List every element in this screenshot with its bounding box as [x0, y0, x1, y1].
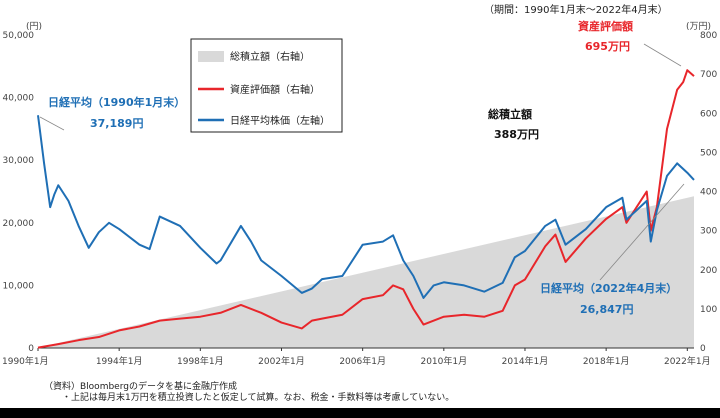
right-tick-label: 400 — [700, 188, 717, 198]
x-tick-label: 2010年1月 — [420, 355, 467, 367]
source-note: （資料）Bloombergのデータを基に金融庁作成 — [44, 382, 237, 392]
right-tick-label: 700 — [700, 70, 717, 80]
annotation-nikkei-end-value: 26,847円 — [580, 303, 633, 316]
left-tick-label: 30,000 — [3, 156, 35, 166]
right-tick-label: 100 — [700, 305, 717, 315]
right-tick-label: 0 — [700, 344, 706, 354]
legend-label-total: 総積立額（右軸） — [230, 50, 310, 63]
annotation-nikkei-start-value: 37,189円 — [90, 117, 143, 130]
assumption-note: ・上記は毎月末1万円を積立投資したと仮定して試算。なお、税金・手数料等は考慮して… — [62, 393, 455, 403]
left-axis-unit: (円) — [26, 21, 42, 32]
annotation-total-label: 総積立額 — [488, 107, 532, 121]
notes: （資料）Bloombergのデータを基に金融庁作成 ・上記は毎月末1万円を積立投… — [44, 382, 454, 404]
annotation-asset-value: 695万円 — [585, 40, 630, 53]
annotation-asset-label: 資産評価額 — [578, 19, 633, 33]
legend: 総積立額（右軸） 資産評価額（右軸） 日経平均株価（左軸） — [190, 38, 343, 133]
left-tick-label: 50,000 — [3, 31, 35, 41]
right-axis-unit: (万円) — [686, 21, 711, 32]
x-tick-label: 2002年1月 — [258, 355, 305, 367]
right-tick-label: 800 — [700, 31, 717, 41]
right-tick-label: 200 — [700, 266, 717, 276]
x-tick-label: 1998年1月 — [177, 355, 224, 367]
series-area-total-contribution — [38, 196, 694, 348]
series-line-asset-value — [37, 69, 695, 349]
x-tick-label: 1990年1月 — [2, 355, 49, 367]
left-tick-label: 10,000 — [3, 281, 35, 291]
left-tick-label: 40,000 — [3, 94, 35, 104]
annotation-nikkei-start-leader — [39, 116, 65, 131]
annotation-total-value: 388万円 — [494, 128, 539, 141]
period-label: （期間：1990年1月末～2022年4月末） — [484, 3, 668, 16]
annotation-nikkei-end-label: 日経平均（2022年4月末） — [540, 281, 677, 295]
left-tick-label: 0 — [28, 344, 34, 354]
footer-bar — [0, 408, 720, 418]
annotation-nikkei-start-label: 日経平均（1990年1月末） — [48, 95, 185, 109]
right-tick-label: 300 — [700, 227, 717, 237]
legend-label-nikkei: 日経平均株価（左軸） — [230, 114, 330, 127]
legend-label-asset: 資産評価額（右軸） — [230, 83, 320, 96]
right-tick-label: 600 — [700, 109, 717, 119]
x-tick-label: 2022年1月 — [664, 355, 711, 367]
annotation-nikkei-end-leader — [599, 183, 685, 281]
right-tick-label: 500 — [700, 148, 717, 158]
area-layer — [38, 196, 694, 348]
x-tick-label: 2006年1月 — [339, 355, 386, 367]
lines — [37, 69, 695, 349]
legend-swatch-total — [198, 51, 224, 62]
axes: 0 10,000 20,000 30,000 40,000 50,000 0 100 200 30… — [2, 31, 717, 367]
series-line-nikkei — [37, 115, 695, 299]
x-tick-label: 2014年1月 — [502, 355, 549, 367]
x-tick-label: 2018年1月 — [583, 355, 630, 367]
x-tick-label: 1994年1月 — [96, 355, 143, 367]
left-tick-label: 20,000 — [3, 219, 35, 229]
annotation-asset-leader — [643, 43, 682, 67]
